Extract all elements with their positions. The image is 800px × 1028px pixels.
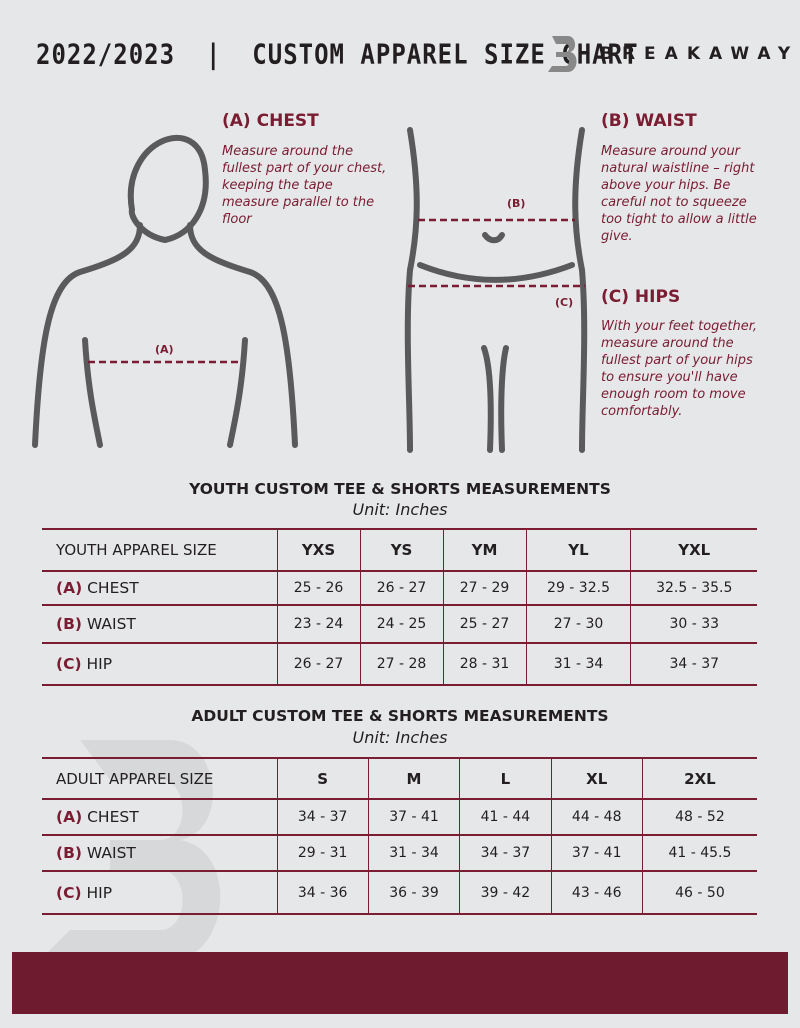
measurement-label: (A) CHEST xyxy=(42,798,277,836)
measurement-name: CHEST xyxy=(87,579,139,597)
waist-marker: (B) xyxy=(507,197,526,210)
hips-heading: (C) HIPS xyxy=(601,287,681,307)
measurement-code: (A) xyxy=(56,808,83,826)
table-cell: 34 - 37 xyxy=(459,834,552,872)
measurement-name: WAIST xyxy=(86,844,136,862)
measurement-code: (B) xyxy=(56,844,82,862)
table-cell: 37 - 41 xyxy=(550,834,643,872)
size-header: S xyxy=(276,757,369,800)
table-header-row: YOUTH APPAREL SIZE YXS YS YM YL YXL xyxy=(42,528,757,572)
size-header: YL xyxy=(525,528,631,572)
table-cell: 34 - 37 xyxy=(276,798,369,836)
table-cell: 46 - 50 xyxy=(641,870,757,915)
waist-heading: (B) WAIST xyxy=(601,111,697,131)
table-cell: 43 - 46 xyxy=(550,870,643,915)
table-cell: 24 - 25 xyxy=(359,604,444,644)
measurement-label: (C) HIP xyxy=(42,870,277,915)
size-label: YOUTH APPAREL SIZE xyxy=(42,528,277,572)
adult-size-table: ADULT APPAREL SIZE S M L XL 2XL (A) CHEST 34 - … xyxy=(42,757,757,915)
table-row: (B) WAIST 23 - 24 24 - 25 25 - 27 27 - 30 30 … xyxy=(42,604,757,644)
size-header: L xyxy=(459,757,552,800)
table-cell: 34 - 37 xyxy=(630,642,757,686)
measurement-code: (A) xyxy=(56,579,83,597)
table-row: (C) HIP 34 - 36 36 - 39 39 - 42 43 - 46 46 - … xyxy=(42,870,757,915)
table-row: (A) CHEST 25 - 26 26 - 27 27 - 29 29 - 32.5 3… xyxy=(42,570,757,606)
table-cell: 30 - 33 xyxy=(630,604,757,644)
chest-description: Measure around the fullest part of your … xyxy=(222,144,387,227)
table-cell: 31 - 34 xyxy=(525,642,631,686)
adult-table-title: ADULT CUSTOM TEE & SHORTS MEASUREMENTS xyxy=(191,707,609,725)
table-cell: 27 - 29 xyxy=(442,570,527,606)
table-cell: 41 - 45.5 xyxy=(641,834,757,872)
hips-marker: (C) xyxy=(555,296,574,309)
table-cell: 32.5 - 35.5 xyxy=(630,570,757,606)
chest-marker: (A) xyxy=(155,343,174,356)
size-header: 2XL xyxy=(641,757,757,800)
table-cell: 26 - 27 xyxy=(359,570,444,606)
table-row: (A) CHEST 34 - 37 37 - 41 41 - 44 44 - 48 48 … xyxy=(42,798,757,836)
table-row: (B) WAIST 29 - 31 31 - 34 34 - 37 37 - 41 41 … xyxy=(42,834,757,872)
chest-heading: (A) CHEST xyxy=(222,111,319,131)
table-cell: 41 - 44 xyxy=(459,798,552,836)
table-header-row: ADULT APPAREL SIZE S M L XL 2XL xyxy=(42,757,757,800)
table-cell: 26 - 27 xyxy=(276,642,361,686)
size-header: XL xyxy=(550,757,643,800)
table-cell: 31 - 34 xyxy=(367,834,460,872)
table-cell: 36 - 39 xyxy=(367,870,460,915)
body-diagram xyxy=(32,127,588,453)
youth-unit: Unit: Inches xyxy=(352,500,448,519)
table-cell: 37 - 41 xyxy=(367,798,460,836)
table-cell: 39 - 42 xyxy=(459,870,552,915)
measurement-label: (C) HIP xyxy=(42,642,277,686)
table-cell: 29 - 32.5 xyxy=(525,570,631,606)
table-cell: 34 - 36 xyxy=(276,870,369,915)
hips-description: With your feet together, measure around … xyxy=(601,319,758,419)
measurement-name: HIP xyxy=(86,655,113,673)
table-cell: 27 - 30 xyxy=(525,604,631,644)
measurement-label: (A) CHEST xyxy=(42,570,277,606)
table-cell: 48 - 52 xyxy=(641,798,757,836)
measurement-name: HIP xyxy=(86,883,113,902)
measurement-label: (B) WAIST xyxy=(42,604,277,644)
size-header: YXL xyxy=(630,528,757,572)
youth-size-table: YOUTH APPAREL SIZE YXS YS YM YL YXL (A) CHEST 2… xyxy=(42,528,757,686)
measurement-code: (C) xyxy=(56,655,82,673)
table-cell: 29 - 31 xyxy=(276,834,369,872)
size-header: YM xyxy=(442,528,527,572)
measurement-name: WAIST xyxy=(86,615,136,633)
size-header: YS xyxy=(359,528,444,572)
breakaway-logo-icon xyxy=(548,36,577,72)
table-cell: 28 - 31 xyxy=(442,642,527,686)
table-row: (C) HIP 26 - 27 27 - 28 28 - 31 31 - 34 34 - … xyxy=(42,642,757,686)
measurement-code: (B) xyxy=(56,615,82,633)
brand-name: BREAKAWAY xyxy=(600,44,800,64)
measurement-label: (B) WAIST xyxy=(42,834,277,872)
table-cell: 27 - 28 xyxy=(359,642,444,686)
table-cell: 25 - 27 xyxy=(442,604,527,644)
table-cell: 23 - 24 xyxy=(276,604,361,644)
size-header: M xyxy=(367,757,460,800)
footer-bar xyxy=(12,952,788,1014)
measurement-name: CHEST xyxy=(87,808,139,826)
adult-unit: Unit: Inches xyxy=(352,728,448,747)
size-header: YXS xyxy=(276,528,361,572)
table-cell: 25 - 26 xyxy=(276,570,361,606)
measurement-code: (C) xyxy=(56,883,82,902)
waist-description: Measure around your natural waistline – … xyxy=(601,144,757,244)
size-label: ADULT APPAREL SIZE xyxy=(42,757,277,800)
youth-table-title: YOUTH CUSTOM TEE & SHORTS MEASUREMENTS xyxy=(189,480,611,498)
table-cell: 44 - 48 xyxy=(550,798,643,836)
